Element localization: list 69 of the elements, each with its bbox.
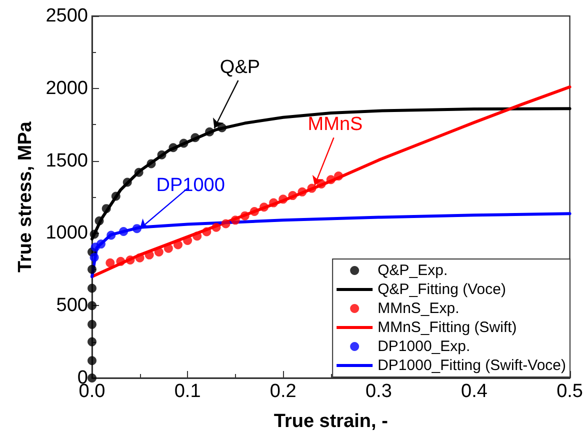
point — [157, 150, 166, 160]
line-series — [90, 85, 572, 278]
point — [102, 204, 111, 214]
point — [88, 374, 96, 382]
y-axis-title: True stress, MPa — [14, 121, 36, 273]
point — [119, 226, 128, 236]
point — [260, 202, 269, 212]
point — [164, 244, 173, 253]
legend-label: MMnS_Exp. — [378, 300, 460, 317]
point — [88, 301, 96, 310]
point — [174, 240, 183, 250]
point — [88, 264, 96, 274]
point — [106, 258, 115, 268]
point — [221, 219, 230, 228]
point — [106, 230, 116, 240]
point — [96, 240, 106, 249]
annotation: MMnS — [308, 114, 363, 135]
point — [135, 253, 144, 262]
legend-label: DP1000_Fitting (Swift-Voce) — [378, 357, 566, 374]
point — [88, 284, 96, 293]
point — [88, 320, 96, 329]
x-tick-label: 0.4 — [461, 381, 488, 402]
point — [154, 248, 164, 257]
point — [88, 356, 96, 366]
x-tick-label: 0.3 — [365, 381, 392, 402]
point — [116, 256, 126, 266]
point — [122, 178, 132, 187]
annotation: DP1000 — [156, 175, 225, 196]
x-tick-label: 0.1 — [174, 381, 201, 402]
x-tick-label: 0.2 — [270, 381, 296, 402]
point — [132, 224, 142, 234]
point — [90, 252, 99, 262]
point — [168, 143, 178, 152]
point — [240, 211, 250, 220]
point — [88, 337, 96, 346]
point — [212, 222, 221, 232]
point — [126, 255, 135, 264]
point — [111, 192, 120, 201]
legend-label: DP1000_Exp. — [378, 338, 470, 355]
point — [298, 187, 307, 196]
point — [307, 184, 316, 193]
point — [202, 227, 212, 236]
y-tick-label: 500 — [56, 295, 88, 316]
legend-label: Q&P_Exp. — [378, 262, 448, 279]
y-tick-label: 1500 — [46, 150, 88, 172]
legend-label: MMnS_Fitting (Swift) — [378, 319, 517, 336]
point — [250, 206, 259, 216]
point — [94, 216, 104, 226]
y-tick-label: 1000 — [46, 222, 88, 244]
point — [334, 172, 344, 180]
point — [278, 194, 288, 204]
point — [326, 175, 336, 184]
point — [134, 168, 144, 177]
point — [205, 127, 214, 136]
y-tick-label: 2500 — [46, 6, 88, 26]
point — [179, 138, 188, 148]
legend-label: Q&P_Fitting (Voce) — [378, 281, 506, 298]
point — [146, 159, 156, 168]
point — [230, 216, 240, 225]
point — [288, 191, 298, 200]
point — [90, 230, 99, 239]
y-tick-label: 2000 — [46, 78, 88, 99]
point — [190, 133, 200, 142]
x-axis-title: True strain, - — [274, 411, 388, 432]
x-tick-label: 0.5 — [556, 381, 584, 402]
point — [217, 123, 226, 132]
annotation: Q&P — [220, 56, 260, 78]
point — [192, 232, 202, 241]
point — [269, 198, 278, 208]
